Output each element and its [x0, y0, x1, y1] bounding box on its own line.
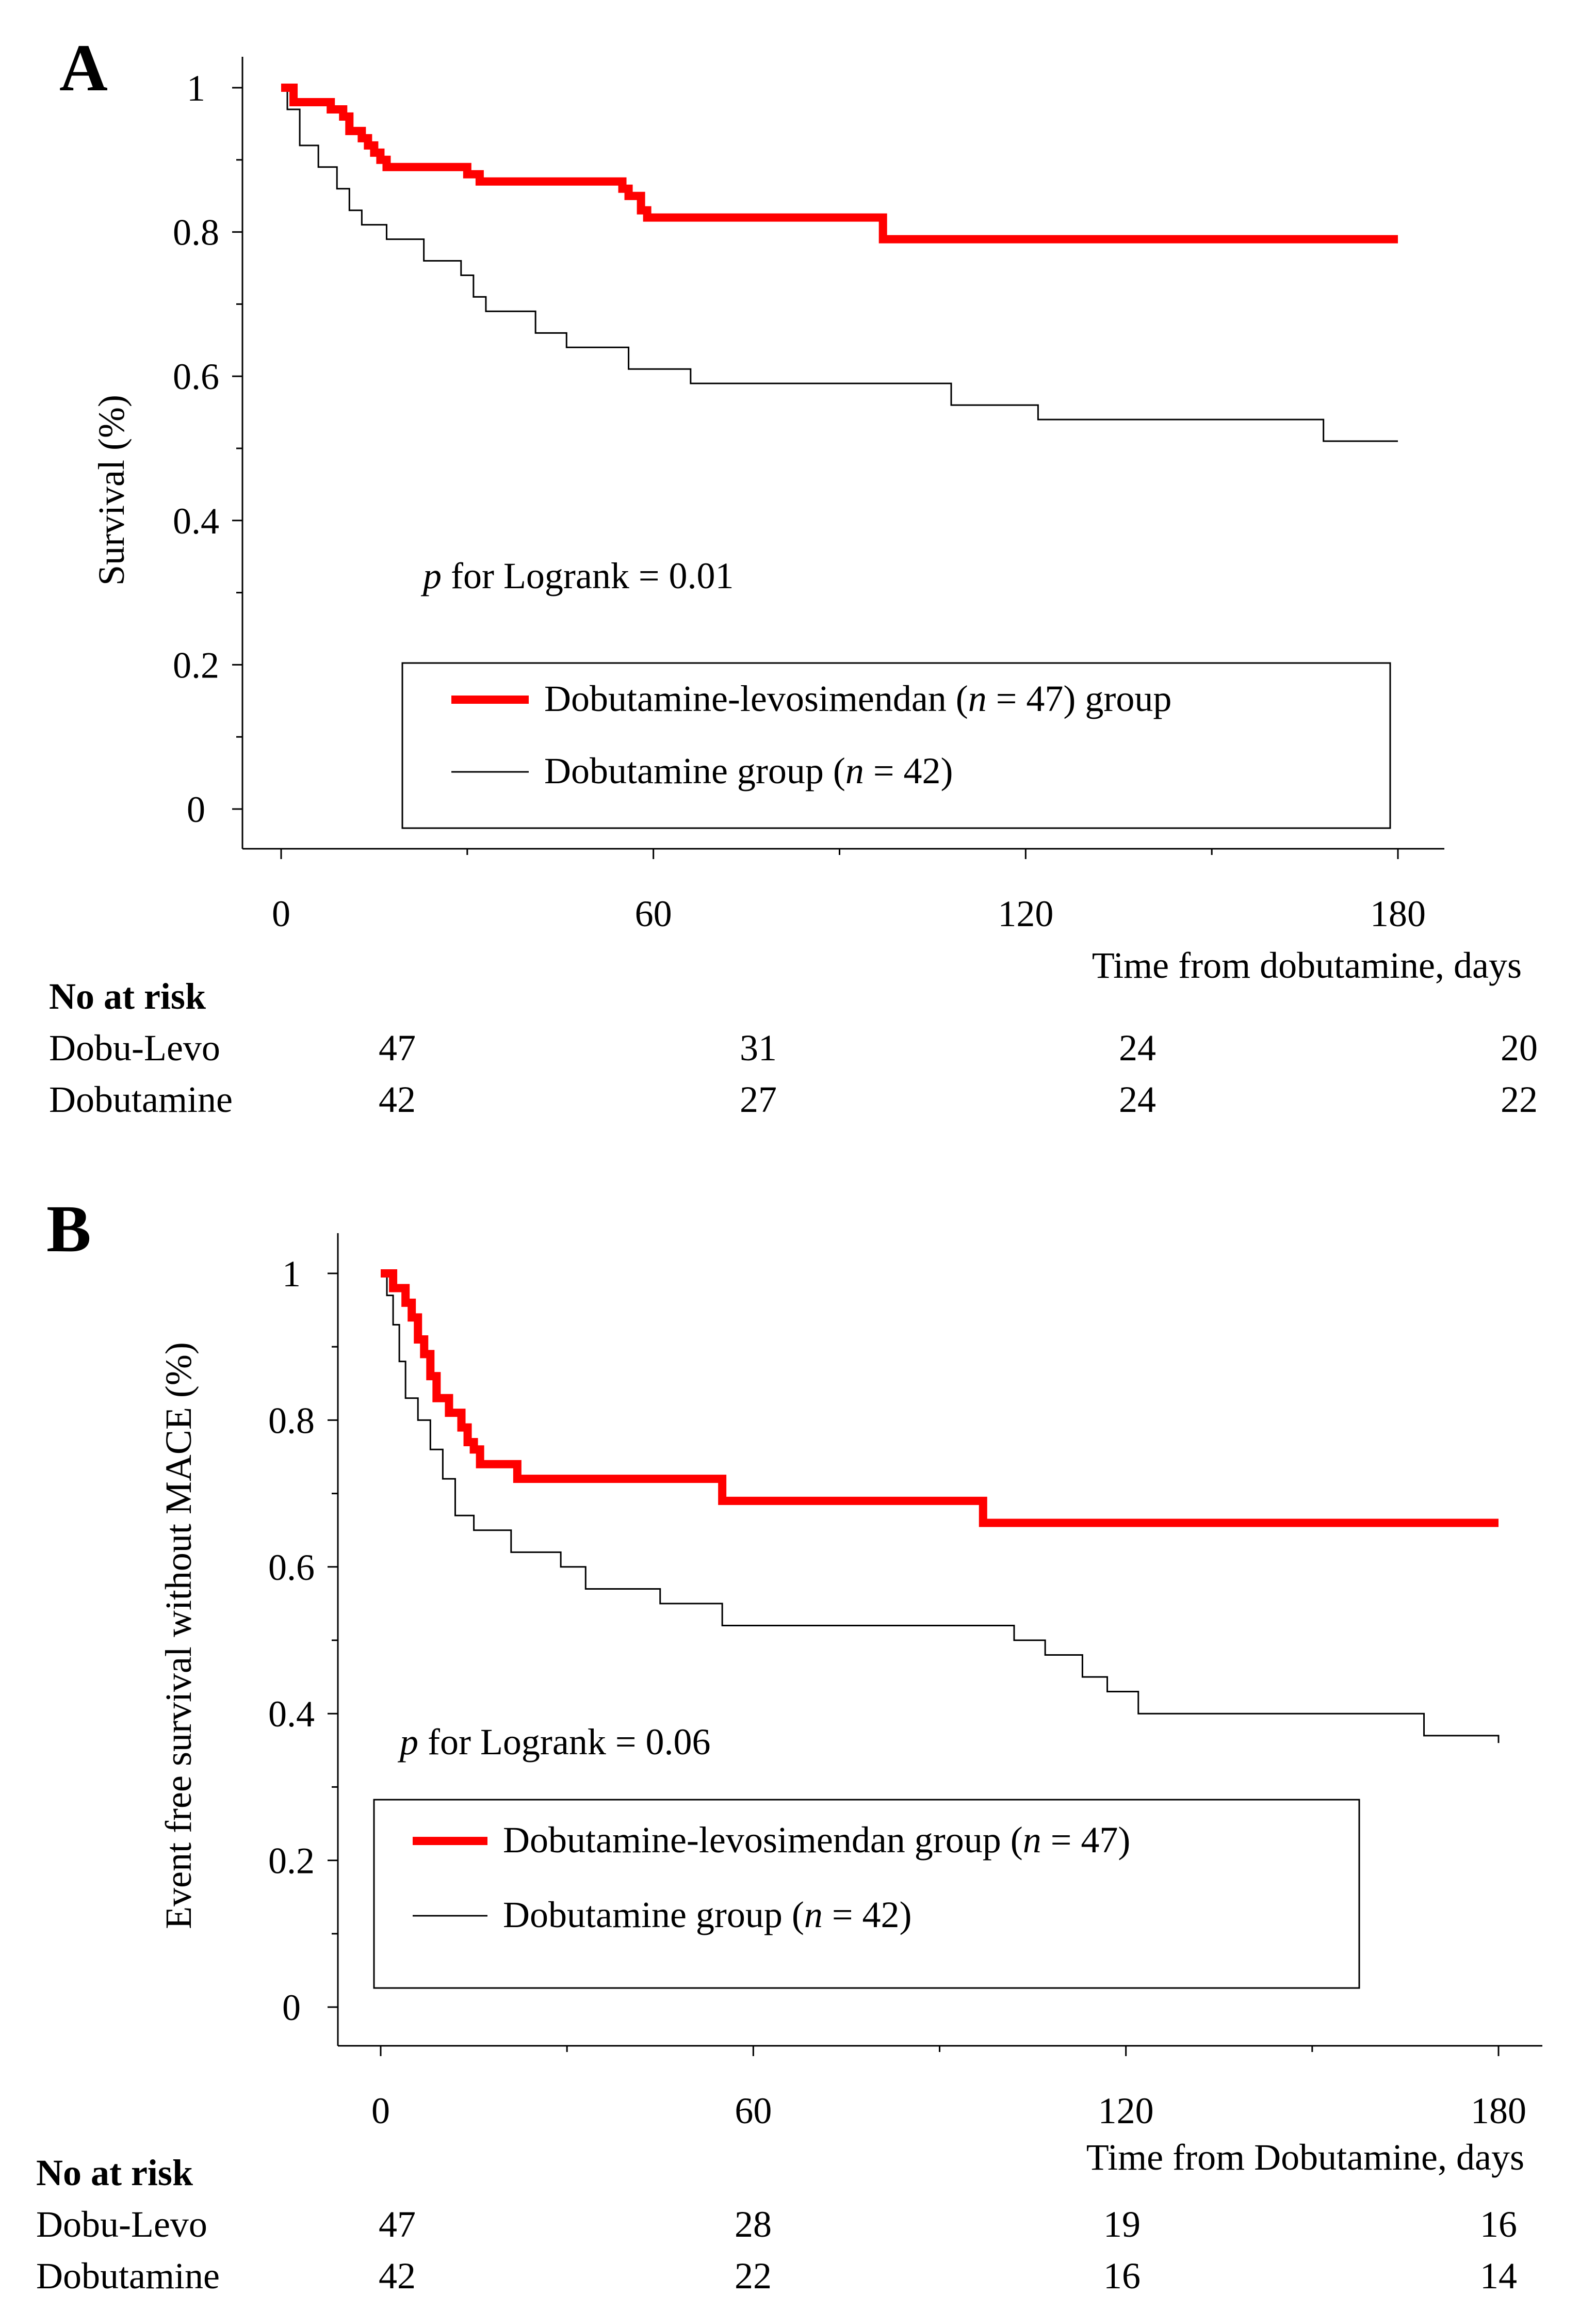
legend-text-pre: Dobutamine-levosimendan group (	[503, 1819, 1023, 1861]
legend-text-pre: Dobutamine group (	[544, 750, 845, 791]
risk-count: 16	[1480, 2204, 1517, 2245]
y-tick-label: 0.4	[173, 500, 219, 542]
risk-count: 47	[379, 1027, 416, 1069]
legend-entry-label: Dobutamine-levosimendan (n = 47) group	[544, 678, 1171, 719]
risk-count: 47	[379, 2204, 416, 2245]
legend-text-pre: Dobutamine group (	[503, 1894, 804, 1935]
risk-row-label: Dobu-Levo	[36, 2204, 207, 2245]
x-tick-label: 180	[1471, 2090, 1526, 2131]
survival-curve-dobutamine-levosimendan	[381, 1269, 1499, 1527]
x-tick-label: 120	[998, 893, 1053, 934]
survival-curve-dobutamine	[281, 87, 1398, 442]
legend-text-n: n	[804, 1894, 823, 1935]
risk-count: 22	[735, 2255, 772, 2297]
risk-row-label: Dobutamine	[49, 1079, 233, 1120]
y-tick-label: 0.4	[268, 1693, 315, 1735]
x-tick-label: 0	[371, 2090, 390, 2131]
risk-count: 42	[379, 2255, 416, 2297]
x-tick-label: 0	[272, 893, 290, 934]
legend-text-post: = 42)	[864, 750, 953, 791]
legend-box	[373, 1799, 1360, 1989]
legend-box	[401, 662, 1391, 829]
risk-count: 22	[1501, 1079, 1538, 1120]
risk-count: 31	[740, 1027, 777, 1069]
y-tick-label: 0.6	[173, 356, 219, 397]
legend-text-post: = 42)	[823, 1894, 912, 1935]
legend-entry-label: Dobutamine group (n = 42)	[544, 750, 953, 791]
y-tick-label: 0	[187, 789, 205, 830]
risk-count: 24	[1119, 1027, 1156, 1069]
legend-text-n: n	[845, 750, 864, 791]
logrank-p-value: p for Logrank = 0.06	[397, 1721, 710, 1763]
y-tick-label: 1	[282, 1253, 301, 1295]
risk-table-title: No at risk	[49, 976, 206, 1017]
legend-text-n: n	[968, 678, 987, 719]
y-tick-label: 0	[282, 1987, 301, 2028]
survival-curve-dobutamine	[381, 1272, 1500, 1743]
y-tick-label: 0.2	[268, 1840, 315, 1882]
y-tick-label: 0.6	[268, 1547, 315, 1588]
y-tick-label: 1	[187, 68, 205, 109]
risk-count: 27	[740, 1079, 777, 1120]
risk-row-label: Dobutamine	[36, 2255, 220, 2297]
x-axis-label: Time from Dobutamine, days	[1086, 2137, 1524, 2178]
legend-entry-label: Dobutamine-levosimendan group (n = 47)	[503, 1819, 1130, 1861]
risk-count: 42	[379, 1079, 416, 1120]
risk-row-label: Dobu-Levo	[49, 1027, 220, 1069]
legend-text-n: n	[1023, 1819, 1041, 1861]
panel-b: B 0 0.2 0.4 0.6 0.8 1 0 60 120 180 Time from Dobuta…	[36, 1192, 1542, 2297]
y-tick-label: 0.8	[268, 1400, 315, 1441]
panel-letter: B	[46, 1192, 91, 1266]
p-symbol: p	[420, 555, 442, 596]
p-symbol: p	[397, 1721, 418, 1763]
risk-count: 24	[1119, 1079, 1156, 1120]
x-tick-label: 60	[635, 893, 672, 934]
y-axis-label: Survival (%)	[91, 395, 132, 586]
risk-count: 14	[1480, 2255, 1517, 2297]
panel-a: A 0 0.2 0.4 0.6 0.8 1 0 60 120 180 Time from dobuta…	[49, 31, 1538, 1120]
panel-letter: A	[59, 31, 108, 105]
logrank-p-value: p for Logrank = 0.01	[420, 555, 734, 596]
y-tick-label: 0.2	[173, 644, 219, 686]
survival-curve-dobutamine-levosimendan	[281, 84, 1398, 244]
x-tick-label: 60	[735, 2090, 772, 2131]
risk-count: 19	[1103, 2204, 1141, 2245]
risk-count: 16	[1103, 2255, 1141, 2297]
x-axis-label: Time from dobutamine, days	[1092, 945, 1522, 986]
legend-text-post: = 47)	[1041, 1819, 1131, 1861]
legend-entry-label: Dobutamine group (n = 42)	[503, 1894, 911, 1935]
x-tick-label: 180	[1370, 893, 1426, 934]
y-axis-label: Event free survival without MACE (%)	[158, 1342, 199, 1929]
y-tick-label: 0.8	[173, 212, 219, 253]
risk-count: 28	[735, 2204, 772, 2245]
p-value-text: for Logrank = 0.01	[442, 555, 734, 596]
x-tick-label: 120	[1098, 2090, 1154, 2131]
legend-text-post: = 47) group	[987, 678, 1172, 719]
p-value-text: for Logrank = 0.06	[418, 1721, 710, 1763]
risk-count: 20	[1501, 1027, 1538, 1069]
legend-text-pre: Dobutamine-levosimendan (	[544, 678, 968, 719]
risk-table-title: No at risk	[36, 2152, 193, 2193]
